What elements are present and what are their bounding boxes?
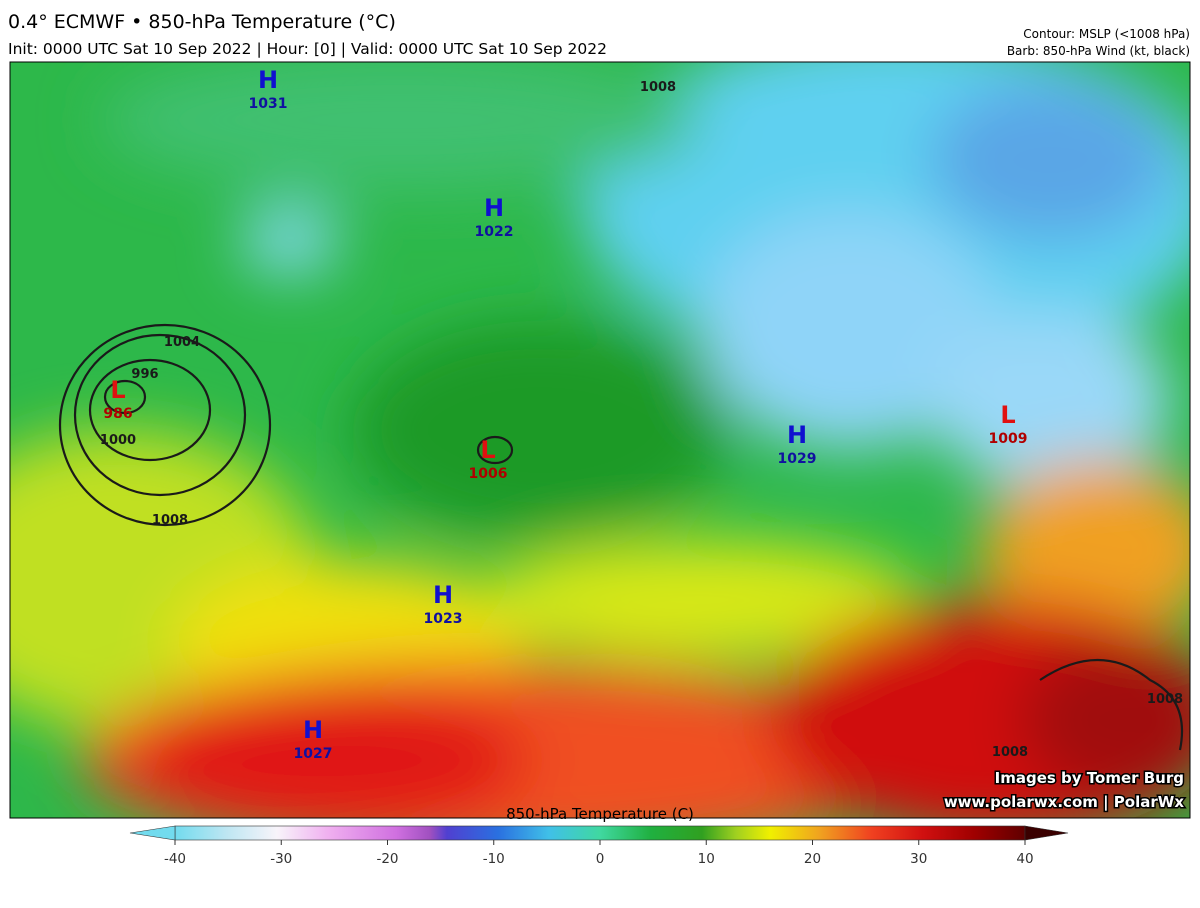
colorbar-tick-label: 0 (596, 851, 605, 867)
colorbar-high-arrow (1024, 825, 1069, 841)
credit: www.polarwx.com | PolarWx (944, 793, 1185, 812)
pressure-center-label: H (303, 716, 323, 744)
pressure-center-label: L (1000, 401, 1015, 429)
contour-label: 1008 (152, 513, 188, 528)
pressure-center-value: 1031 (249, 96, 288, 112)
barb-note: Barb: 850-hPa Wind (kt, black) (1007, 44, 1190, 58)
colorbar-tick-label: -40 (164, 851, 186, 867)
subtitle: Init: 0000 UTC Sat 10 Sep 2022 | Hour: [… (8, 40, 607, 58)
pressure-center-label: H (258, 66, 278, 94)
colorbar-tick-label: -30 (270, 851, 292, 867)
pressure-center-value: 1027 (294, 746, 333, 762)
pressure-center-label: H (433, 581, 453, 609)
pressure-center-label: H (787, 421, 807, 449)
colorbar-tick-label: 40 (1016, 851, 1033, 867)
colorbar-tick-label: -20 (376, 851, 398, 867)
contour-note: Contour: MSLP (<1008 hPa) (1023, 27, 1190, 41)
title: 0.4° ECMWF • 850-hPa Temperature (°C) (8, 11, 396, 33)
pressure-center-value: 1006 (469, 466, 508, 482)
map-frame (9, 61, 1191, 819)
colorbar-low-arrow (129, 825, 176, 841)
contour-label: 996 (131, 367, 158, 382)
credit: Images by Tomer Burg (995, 769, 1184, 787)
contour-label: 1004 (164, 335, 200, 350)
colorbar-tick-label: 30 (910, 851, 927, 867)
colorbar (174, 825, 1026, 841)
pressure-center-label: L (480, 436, 495, 464)
contour-label: 1008 (1147, 692, 1183, 707)
map (10, 62, 1190, 818)
colorbar-tick-label: 20 (804, 851, 821, 867)
colorbar-tick-label: -10 (483, 851, 505, 867)
contour-label: 1008 (640, 80, 676, 95)
contour-label: 1000 (100, 433, 136, 448)
pressure-center-value: 1009 (989, 431, 1028, 447)
pressure-center-label: L (110, 376, 125, 404)
colorbar-tick-label: 10 (698, 851, 715, 867)
colorbar-title: 850-hPa Temperature (C) (506, 805, 694, 823)
pressure-center-value: 1029 (778, 451, 817, 467)
pressure-center-label: H (484, 194, 504, 222)
pressure-center-value: 1023 (424, 611, 463, 627)
pressure-center-value: 1022 (475, 224, 514, 240)
pressure-center-value: 986 (103, 406, 132, 422)
contour-label: 1008 (992, 745, 1028, 760)
